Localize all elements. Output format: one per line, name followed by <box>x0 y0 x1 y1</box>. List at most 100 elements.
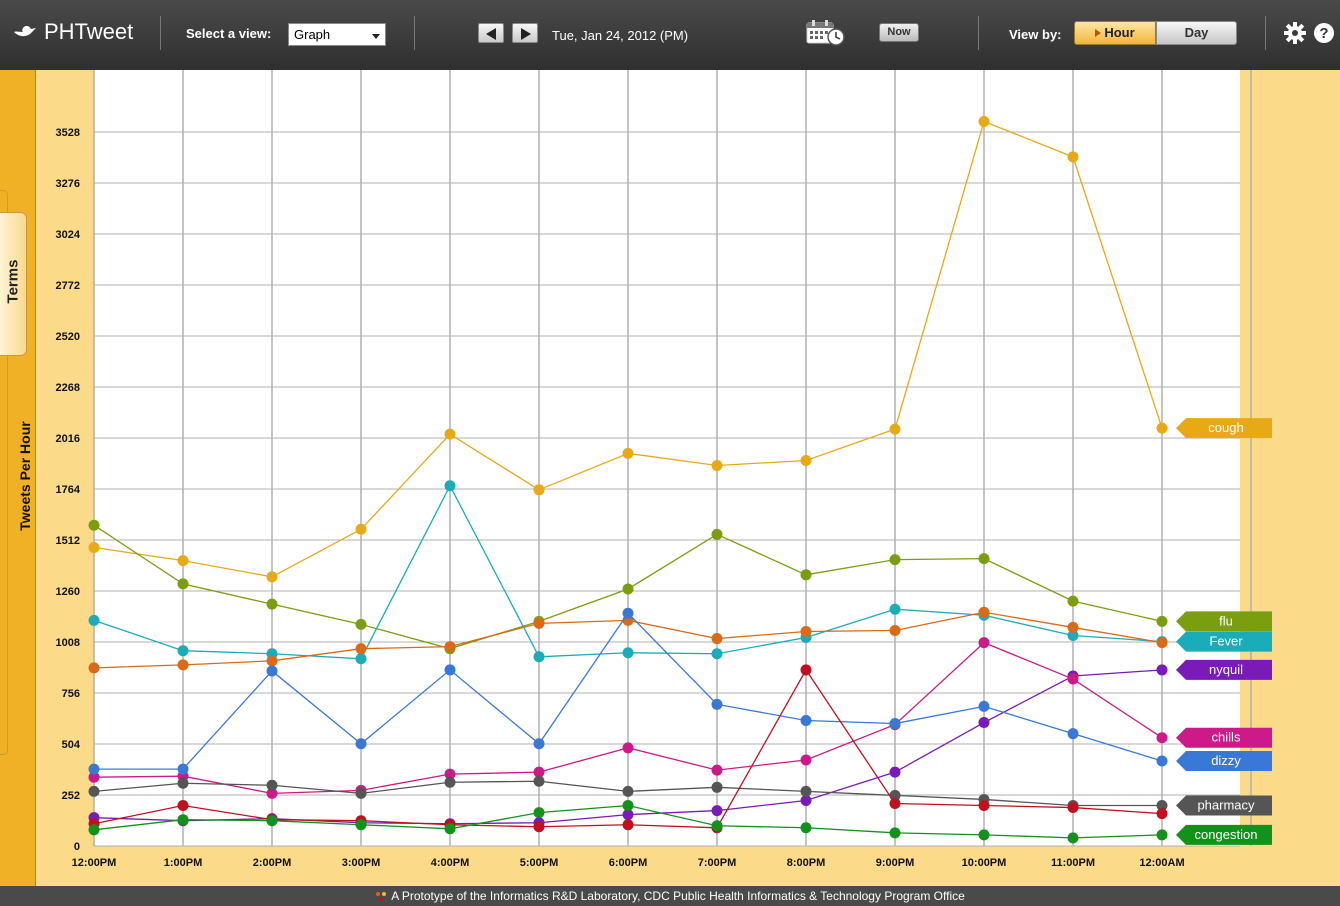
data-point[interactable] <box>622 583 634 595</box>
data-point[interactable] <box>889 718 901 730</box>
series-congestion[interactable] <box>88 800 1168 844</box>
data-point[interactable] <box>622 647 634 659</box>
data-point[interactable] <box>1156 422 1168 434</box>
data-point[interactable] <box>355 787 367 799</box>
data-point[interactable] <box>711 648 723 660</box>
data-point[interactable] <box>1156 755 1168 767</box>
data-point[interactable] <box>177 814 189 826</box>
data-point[interactable] <box>1067 621 1079 633</box>
data-point[interactable] <box>622 800 634 812</box>
data-point[interactable] <box>533 807 545 819</box>
data-point[interactable] <box>711 820 723 832</box>
terms-tab[interactable]: Terms <box>0 212 27 356</box>
data-point[interactable] <box>533 484 545 496</box>
data-point[interactable] <box>800 754 812 766</box>
data-point[interactable] <box>711 460 723 472</box>
legend-tag[interactable]: dizzy <box>1176 751 1272 771</box>
data-point[interactable] <box>1067 151 1079 163</box>
data-point[interactable] <box>978 553 990 565</box>
data-point[interactable] <box>177 659 189 671</box>
data-point[interactable] <box>711 805 723 817</box>
data-point[interactable] <box>889 423 901 435</box>
data-point[interactable] <box>533 651 545 663</box>
data-point[interactable] <box>800 664 812 676</box>
data-point[interactable] <box>889 827 901 839</box>
data-point[interactable] <box>266 571 278 583</box>
data-point[interactable] <box>533 766 545 778</box>
data-point[interactable] <box>978 606 990 618</box>
legend-tag[interactable]: chills <box>1176 727 1272 748</box>
data-point[interactable] <box>1067 832 1079 844</box>
data-point[interactable] <box>889 554 901 566</box>
series-cough[interactable] <box>88 115 1168 583</box>
data-point[interactable] <box>622 785 634 797</box>
data-point[interactable] <box>88 824 100 836</box>
data-point[interactable] <box>444 428 456 440</box>
data-point[interactable] <box>266 815 278 827</box>
data-point[interactable] <box>1156 800 1168 812</box>
data-point[interactable] <box>622 742 634 754</box>
data-point[interactable] <box>88 785 100 797</box>
data-point[interactable] <box>355 643 367 655</box>
next-button[interactable] <box>512 23 538 43</box>
data-point[interactable] <box>177 800 189 812</box>
data-point[interactable] <box>1156 664 1168 676</box>
help-icon[interactable]: ? <box>1313 22 1335 44</box>
previous-button[interactable] <box>478 23 504 43</box>
series-chills[interactable] <box>88 637 1168 799</box>
data-point[interactable] <box>88 771 100 783</box>
data-point[interactable] <box>622 447 634 459</box>
legend-tag[interactable]: cough <box>1176 418 1272 439</box>
data-point[interactable] <box>266 655 278 667</box>
data-point[interactable] <box>444 664 456 676</box>
legend-tag[interactable]: congestion <box>1176 824 1272 845</box>
data-point[interactable] <box>711 781 723 793</box>
data-point[interactable] <box>88 614 100 626</box>
legend-tag[interactable]: pharmacy <box>1176 795 1272 816</box>
data-point[interactable] <box>444 480 456 492</box>
data-point[interactable] <box>444 823 456 835</box>
data-point[interactable] <box>88 662 100 674</box>
data-point[interactable] <box>355 653 367 665</box>
data-point[interactable] <box>1156 732 1168 744</box>
legend-tag[interactable]: nyquil <box>1176 659 1272 680</box>
data-point[interactable] <box>355 523 367 535</box>
data-point[interactable] <box>355 738 367 750</box>
data-point[interactable] <box>889 798 901 809</box>
data-point[interactable] <box>88 519 100 531</box>
data-point[interactable] <box>533 617 545 629</box>
data-point[interactable] <box>533 821 545 833</box>
legend-tag[interactable]: flu <box>1176 611 1272 632</box>
data-point[interactable] <box>444 768 456 780</box>
data-point[interactable] <box>1156 615 1168 627</box>
data-point[interactable] <box>266 665 278 677</box>
data-point[interactable] <box>177 578 189 590</box>
view-select[interactable]: Graph <box>288 23 386 46</box>
data-point[interactable] <box>711 633 723 645</box>
data-point[interactable] <box>533 775 545 787</box>
data-point[interactable] <box>177 645 189 657</box>
data-point[interactable] <box>622 809 634 821</box>
data-point[interactable] <box>800 715 812 727</box>
series-unnamed-8[interactable] <box>88 664 1168 834</box>
data-point[interactable] <box>978 700 990 712</box>
data-point[interactable] <box>978 637 990 649</box>
data-point[interactable] <box>177 555 189 567</box>
data-point[interactable] <box>1067 673 1079 685</box>
data-point[interactable] <box>889 624 901 636</box>
hour-toggle[interactable]: Hour <box>1074 21 1156 45</box>
data-point[interactable] <box>444 641 456 653</box>
data-point[interactable] <box>88 541 100 553</box>
data-point[interactable] <box>177 777 189 789</box>
data-point[interactable] <box>1156 637 1168 649</box>
data-point[interactable] <box>889 789 901 801</box>
data-point[interactable] <box>266 779 278 791</box>
gear-icon[interactable] <box>1284 22 1306 44</box>
calendar-clock-icon[interactable] <box>806 20 846 46</box>
data-point[interactable] <box>978 115 990 127</box>
data-point[interactable] <box>711 698 723 710</box>
data-point[interactable] <box>266 787 278 799</box>
data-point[interactable] <box>1067 728 1079 740</box>
data-point[interactable] <box>622 607 634 619</box>
series-pharmacy[interactable] <box>88 775 1168 812</box>
